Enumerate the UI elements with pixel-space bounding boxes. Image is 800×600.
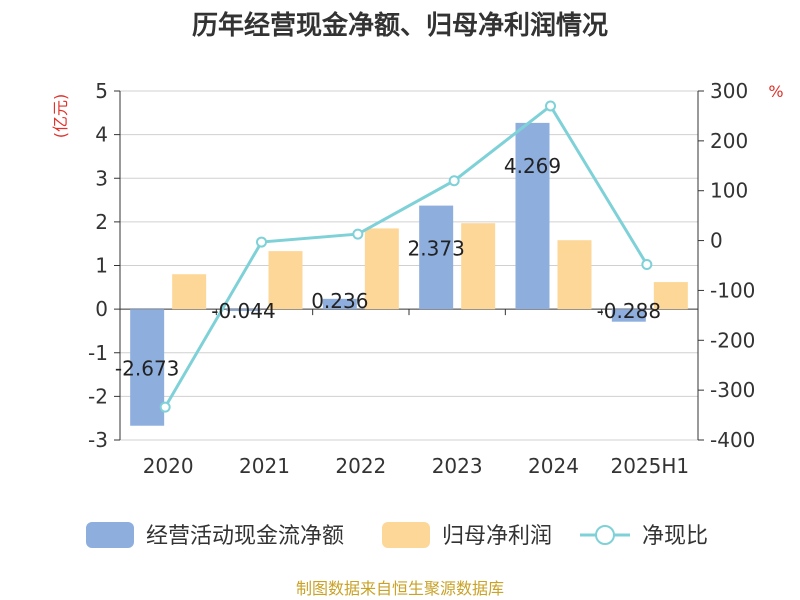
ratio-point — [352, 228, 364, 240]
cashflow-bar — [419, 205, 454, 310]
right-tick-label: 300 — [710, 79, 748, 103]
left-tick-label: 5 — [95, 79, 108, 103]
cashflow-bar — [515, 122, 550, 310]
right-tick-label: -100 — [710, 278, 755, 302]
ratio-point — [448, 175, 460, 187]
net-profit-bar — [557, 240, 592, 310]
x-tick-label: 2021 — [239, 454, 290, 478]
x-tick-label: 2022 — [335, 454, 386, 478]
left-tick-label: 3 — [95, 166, 108, 190]
legend-swatch-cashflow — [86, 522, 134, 548]
ratio-point — [545, 100, 556, 112]
left-tick-label: -3 — [88, 428, 108, 452]
net-profit-bar — [268, 251, 303, 310]
cashflow-bar — [611, 309, 646, 322]
left-tick-label: -1 — [88, 341, 108, 365]
ratio-line-group — [159, 100, 653, 413]
bars-group — [130, 122, 688, 426]
net-profit-bar — [172, 274, 207, 310]
legend: 经营活动现金流净额 归母净利润 净现比 — [86, 522, 708, 549]
right-tick-label: 200 — [710, 129, 748, 153]
cashflow-data-label: 0.236 — [311, 289, 368, 313]
right-tick-label: 0 — [710, 229, 723, 253]
legend-label-ratio: 净现比 — [642, 524, 708, 549]
ratio-point — [256, 236, 267, 248]
data-labels-group: -2.673 -0.044 0.236 2.373 4.269 -0.288 — [115, 154, 661, 381]
net-profit-bar — [461, 223, 496, 310]
ratio-point — [641, 259, 653, 271]
x-tick-label: 2023 — [432, 454, 483, 478]
left-tick-label: 0 — [95, 297, 108, 321]
legend-label-cashflow: 经营活动现金流净额 — [146, 524, 344, 549]
cashflow-data-label: -0.288 — [597, 299, 661, 323]
chart-title: 历年经营现金净额、归母净利润情况 — [192, 10, 608, 41]
right-tick-label: -300 — [710, 378, 755, 402]
right-tick-label: -400 — [710, 428, 755, 452]
cashflow-data-label: 4.269 — [504, 154, 561, 178]
right-axis-unit: % — [768, 82, 783, 101]
legend-swatch-net-profit — [382, 522, 430, 548]
right-tick-label: 100 — [710, 179, 748, 203]
left-tick-label: 2 — [95, 210, 108, 234]
legend-swatch-ratio-marker — [595, 525, 615, 545]
cashflow-bar — [226, 309, 261, 312]
right-tick-label: -200 — [710, 328, 755, 352]
net-profit-bar — [653, 282, 688, 310]
x-tick-label: 2024 — [528, 454, 579, 478]
axes-group: -3 -2 -1 0 1 2 3 4 5 -400 -300 -200 -100 0 100 200 300 20… — [88, 79, 755, 478]
ratio-line — [163, 103, 649, 408]
net-profit-bar — [364, 228, 399, 310]
cashflow-bar — [322, 298, 357, 310]
ratio-point — [159, 401, 171, 413]
x-tick-label: 2020 — [143, 454, 194, 478]
left-axis-unit: (亿元) — [51, 94, 70, 139]
left-tick-label: 4 — [95, 123, 108, 147]
legend-label-net-profit: 归母净利润 — [442, 524, 552, 549]
left-tick-label: -2 — [88, 384, 108, 408]
left-tick-label: 1 — [95, 254, 108, 278]
cashflow-data-label: -2.673 — [115, 356, 179, 380]
cashflow-data-label: 2.373 — [408, 237, 465, 261]
cashflow-data-label: -0.044 — [211, 299, 275, 323]
cashflow-bar — [130, 309, 165, 426]
x-tick-label: 2025H1 — [610, 454, 689, 478]
grid-lines — [120, 90, 698, 441]
source-note: 制图数据来自恒生聚源数据库 — [296, 579, 504, 598]
